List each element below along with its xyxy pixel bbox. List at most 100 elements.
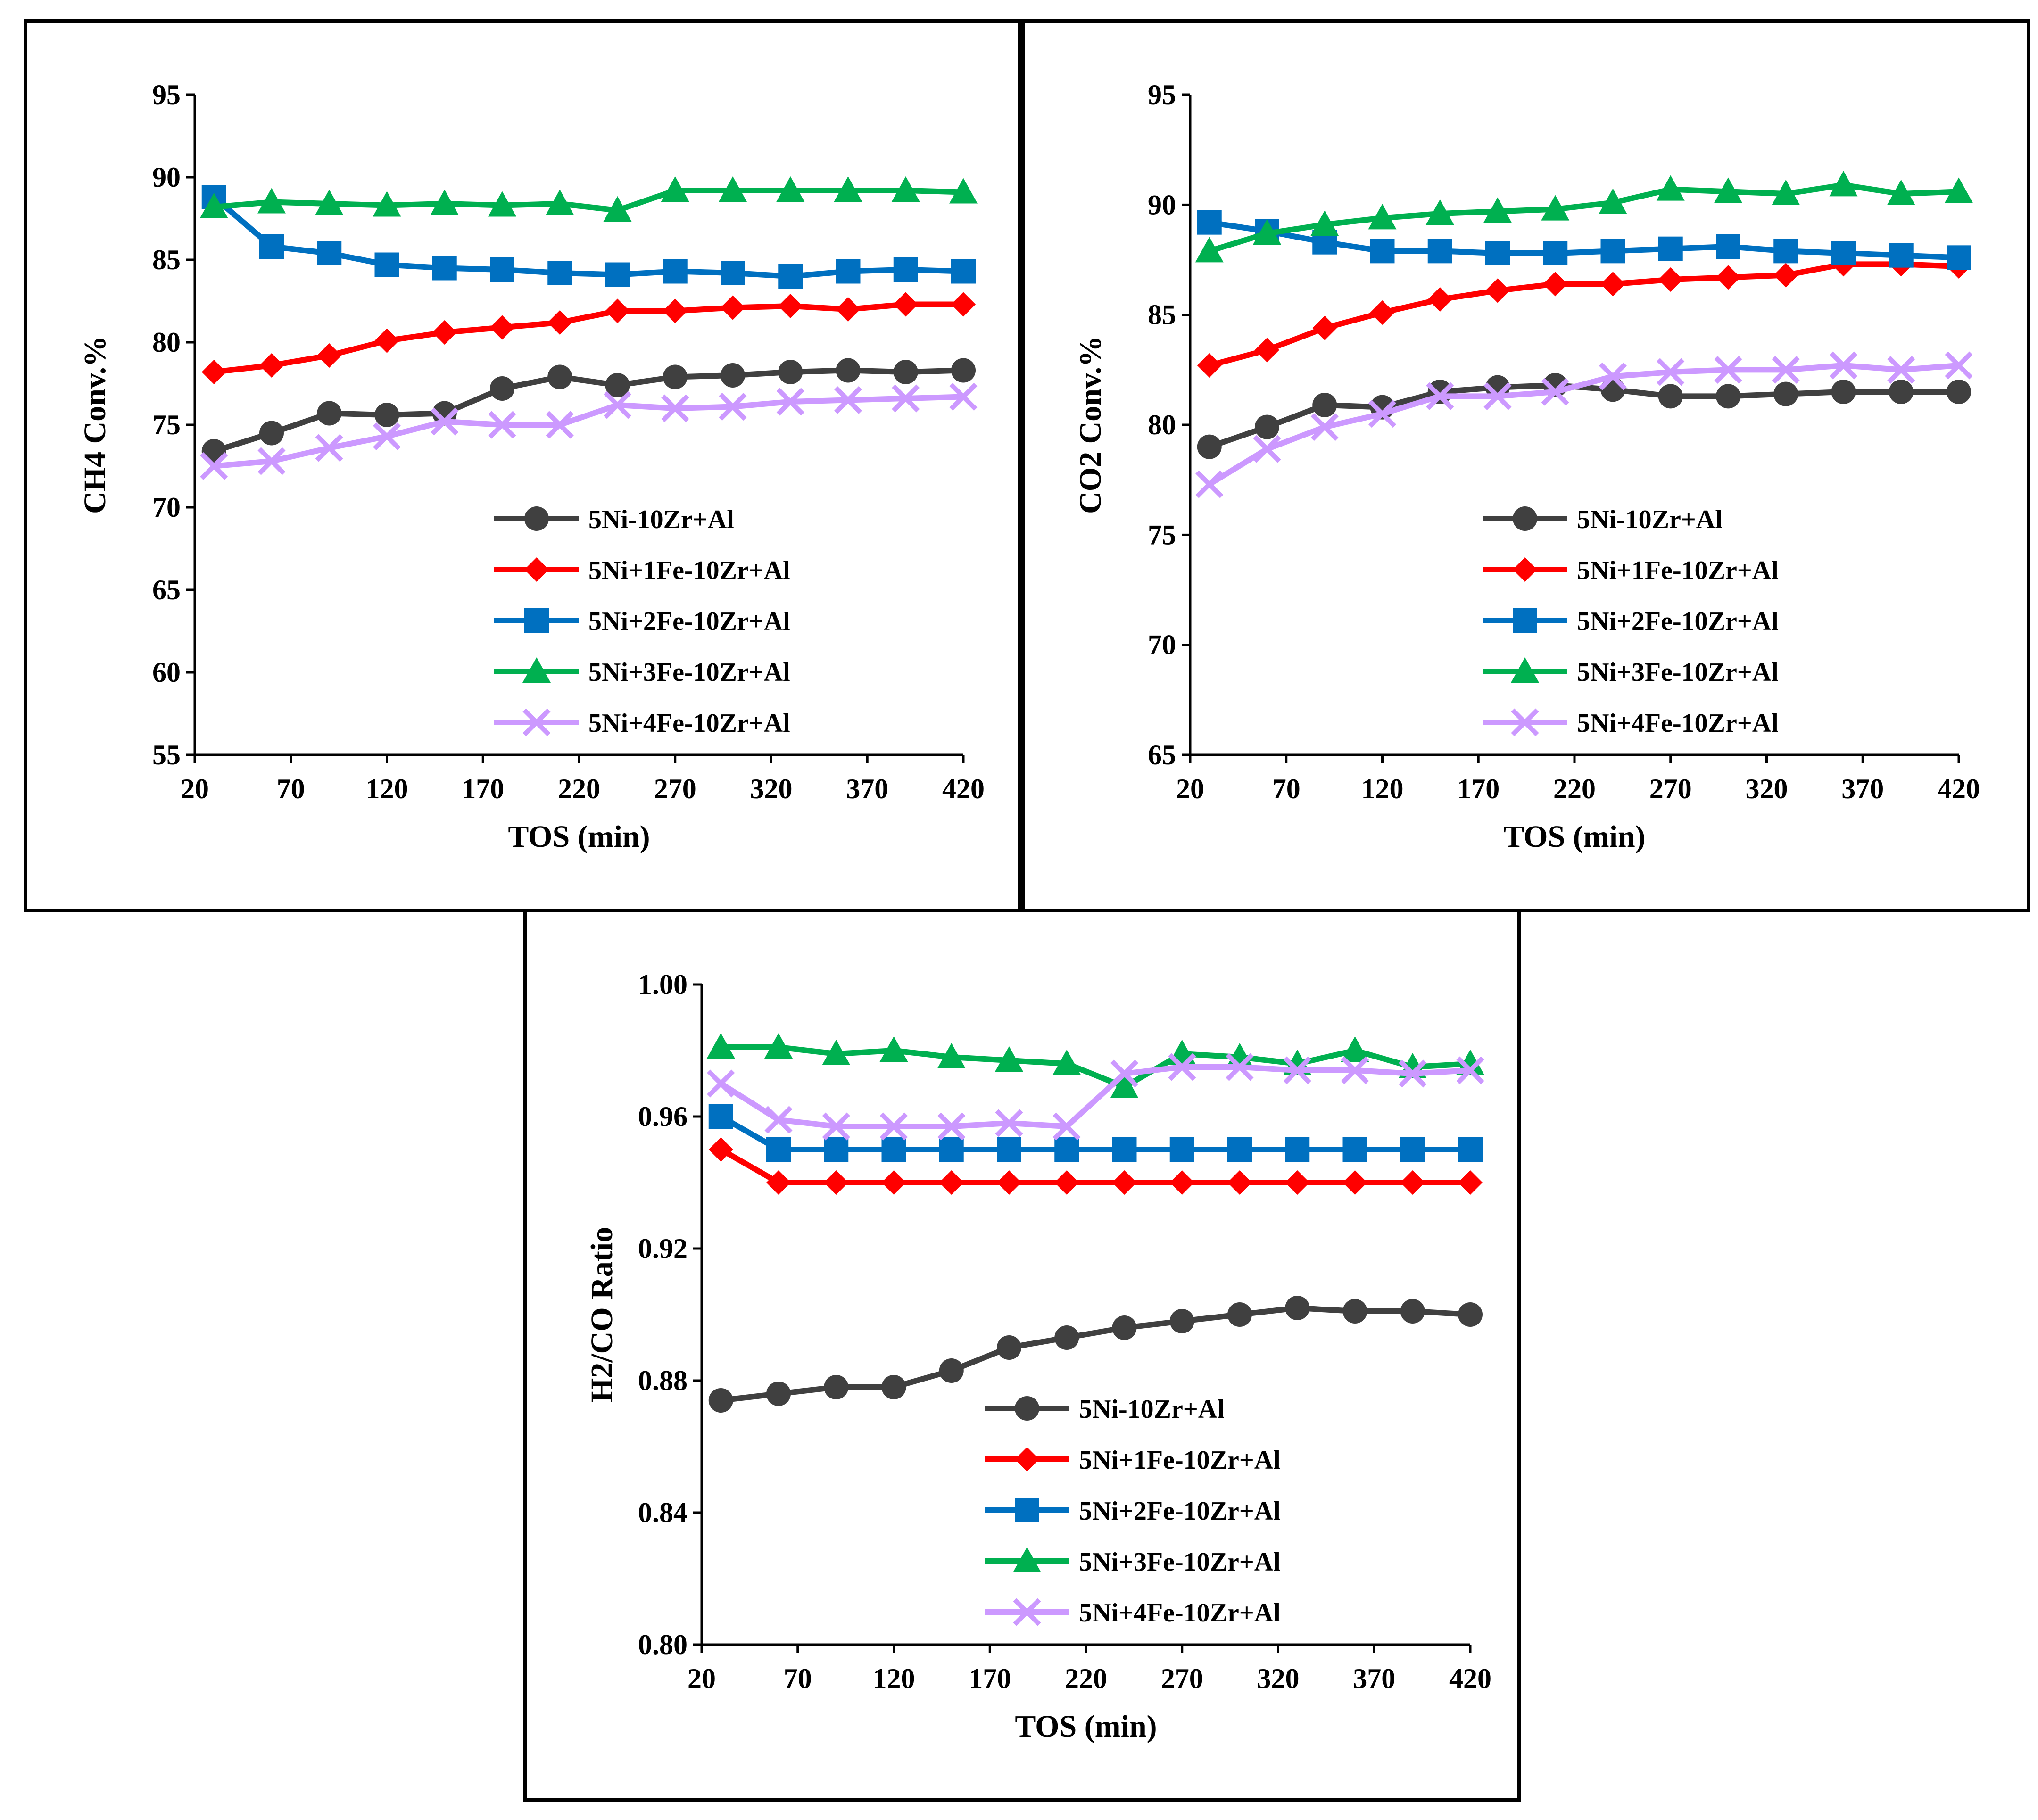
ch4-series-4-point xyxy=(719,176,747,202)
co2-series-3-point xyxy=(1658,236,1683,261)
h2co-y-tick-label: 1.00 xyxy=(638,969,688,1000)
h2co-series-5-point xyxy=(1341,1056,1369,1084)
ch4-series-2-point xyxy=(836,297,861,322)
h2co-y-tick-label: 0.92 xyxy=(638,1233,688,1264)
ch4-series-4-point xyxy=(199,193,228,218)
co2-legend-label: 5Ni+2Fe-10Zr+Al xyxy=(1577,607,1779,636)
h2co-series-4-point xyxy=(1341,1036,1369,1062)
ch4-series-3-point xyxy=(374,252,399,277)
h2co-series-5-point xyxy=(995,1109,1023,1137)
co2-series-2-point xyxy=(1197,353,1222,378)
co2-series-3 xyxy=(1197,210,1971,270)
h2co-series-3-point xyxy=(1054,1137,1079,1162)
ch4-series-4-point xyxy=(546,190,574,215)
co2-series-3-point xyxy=(1485,241,1510,265)
ch4-series-5-point xyxy=(776,388,804,416)
ch4-legend: 5Ni-10Zr+Al 5Ni+1Fe-10Zr+Al 5Ni+2Fe-10Zr+A… xyxy=(494,505,790,738)
co2-series-3-point xyxy=(1543,241,1568,265)
ch4-series-2-point xyxy=(317,343,342,368)
ch4-series-1-point xyxy=(721,363,745,388)
ch4-series-2-point xyxy=(893,292,918,317)
ch4-series-3-point xyxy=(259,234,284,259)
ch4-series-2-point xyxy=(721,295,745,320)
ch4-series-1-point xyxy=(893,360,918,384)
ch4-legend-swatch-marker xyxy=(522,708,551,736)
h2co-series-4-point xyxy=(937,1043,966,1068)
ch4-series-4-point xyxy=(315,190,344,215)
h2co-series-2-point xyxy=(1227,1170,1252,1195)
co2-series-5-point xyxy=(1541,378,1569,406)
ch4-series-5-point xyxy=(834,386,862,414)
h2co-series-5-point xyxy=(1168,1053,1196,1081)
co2-series-5-point xyxy=(1657,358,1685,386)
ch4-y-axis-title: CH4 Conv.% xyxy=(78,336,112,514)
ch4-series-1-point xyxy=(951,358,976,383)
h2co-legend-label: 5Ni-10Zr+Al xyxy=(1079,1395,1225,1424)
ch4-series-1-point xyxy=(778,360,803,384)
h2co-y-tick-label: 0.96 xyxy=(638,1101,688,1132)
h2co-series-1-point xyxy=(881,1375,906,1399)
h2co-series-1-point xyxy=(1169,1309,1194,1333)
ch4-series-2-point xyxy=(201,360,226,384)
co2-x-tick-label: 220 xyxy=(1553,773,1596,804)
h2co-x-tick-label: 320 xyxy=(1257,1663,1300,1694)
ch4-series-4-point xyxy=(373,191,401,217)
h2co-series-5-point xyxy=(1226,1053,1254,1081)
co2-series-4-point xyxy=(1772,180,1800,205)
h2co-series-3-point xyxy=(824,1137,849,1162)
co2-series-1-point xyxy=(1312,393,1337,417)
ch4-legend-label: 5Ni+3Fe-10Zr+Al xyxy=(588,658,790,687)
ch4-series-2-point xyxy=(490,315,514,340)
ch4-series-4-point xyxy=(776,176,805,202)
ch4-y-tick-label: 80 xyxy=(152,327,181,358)
h2co-series-2-point xyxy=(1112,1170,1137,1195)
h2co-series-5-point xyxy=(1399,1059,1427,1088)
ch4-series-3-point xyxy=(721,261,745,285)
co2-series-3-point xyxy=(1427,239,1452,264)
h2co-series-2-point xyxy=(1342,1170,1367,1195)
h2co-x-tick-label: 20 xyxy=(688,1663,716,1694)
co2-legend-label: 5Ni+1Fe-10Zr+Al xyxy=(1577,556,1779,585)
h2co-series-2-point xyxy=(881,1170,906,1195)
co2-y-tick-label: 85 xyxy=(1148,299,1176,331)
h2co-legend-swatch-marker xyxy=(1015,1498,1039,1522)
co2-series-4-point xyxy=(1945,177,1973,203)
ch4-series-3-point xyxy=(432,256,457,281)
ch4-series-4-point xyxy=(661,176,689,202)
co2-legend-swatch-marker xyxy=(1511,657,1539,683)
co2-series-5-point xyxy=(1887,356,1915,384)
ch4-series-2-point xyxy=(547,310,572,335)
ch4-x-tick-label: 20 xyxy=(181,773,209,804)
h2co-series-2-point xyxy=(1169,1170,1194,1195)
ch4-y-tick-label: 60 xyxy=(152,657,181,688)
co2-y-axis-title: CO2 Conv.% xyxy=(1073,336,1108,514)
h2co-series-1-point xyxy=(766,1382,791,1406)
h2co-series-3-point xyxy=(1342,1137,1367,1162)
h2co-series-5-line xyxy=(719,1064,1471,1129)
co2-x-tick-label: 20 xyxy=(1176,773,1204,804)
h2co-series-2-point xyxy=(997,1170,1021,1195)
co2-legend-label: 5Ni+4Fe-10Zr+Al xyxy=(1577,709,1779,738)
ch4-series-5-point xyxy=(373,422,401,451)
h2co-series-5-point xyxy=(1110,1059,1139,1088)
h2co-series-3-point xyxy=(708,1104,733,1129)
h2co-series-1-point xyxy=(1285,1296,1310,1320)
h2co-legend-label: 5Ni+1Fe-10Zr+Al xyxy=(1079,1446,1281,1475)
co2-legend-swatch-marker xyxy=(1513,506,1537,531)
ch4-legend-label: 5Ni+4Fe-10Zr+Al xyxy=(588,709,790,738)
h2co-series-5-point xyxy=(879,1112,908,1141)
co2-series-2-point xyxy=(1427,287,1452,312)
co2-series-3-point xyxy=(1370,239,1395,264)
ch4-y-tick-label: 85 xyxy=(152,244,181,275)
ch4-y-tick-label: 70 xyxy=(152,492,181,523)
ch4-series-1-point xyxy=(259,421,284,446)
h2co-series-3-point xyxy=(766,1137,791,1162)
co2-series-2-point xyxy=(1773,263,1798,288)
co2-legend: 5Ni-10Zr+Al 5Ni+1Fe-10Zr+Al 5Ni+2Fe-10Zr+A… xyxy=(1483,505,1779,738)
ch4-x-tick-label: 420 xyxy=(942,773,985,804)
co2-series-4-point xyxy=(1310,210,1339,236)
ch4-series-2-point xyxy=(374,328,399,353)
co2-series-2-point xyxy=(1600,272,1625,297)
ch4-series-3-point xyxy=(663,259,688,284)
co2-series-5-point xyxy=(1483,382,1512,410)
